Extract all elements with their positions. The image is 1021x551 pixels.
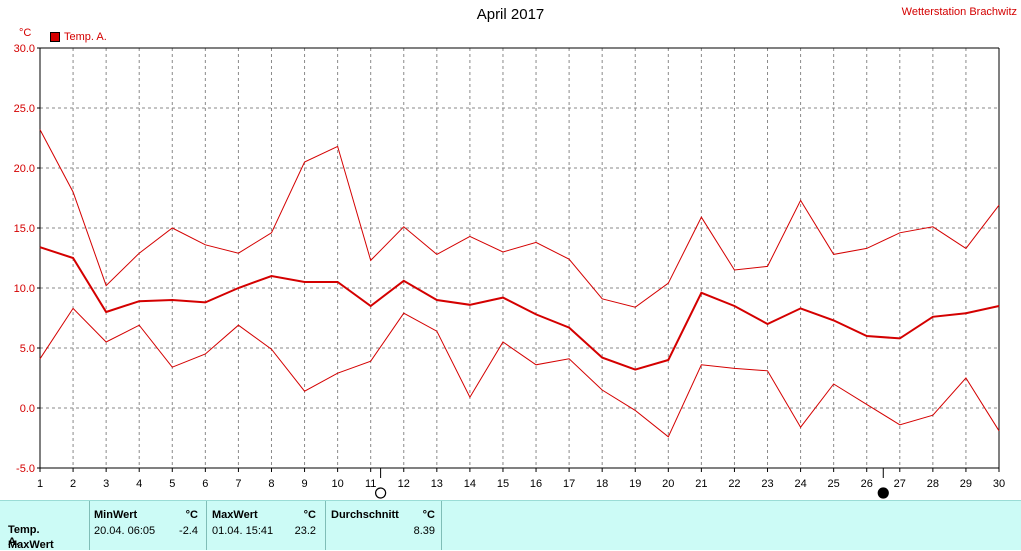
max-date: 01.04. 15:41 — [212, 525, 273, 537]
avg-header: Durchschnitt — [331, 509, 399, 521]
x-tick-label: 27 — [894, 478, 906, 490]
x-tick-label: 15 — [497, 478, 509, 490]
y-tick-label: 5.0 — [20, 343, 35, 355]
stats-separator — [89, 501, 90, 550]
stats-row-label-2: MaxWert — [8, 539, 54, 551]
min-unit: °C — [186, 509, 198, 521]
max-unit: °C — [304, 509, 316, 521]
x-tick-label: 9 — [301, 478, 307, 490]
x-tick-label: 2 — [70, 478, 76, 490]
min-header: MinWert — [94, 509, 137, 521]
stats-separator — [206, 501, 207, 550]
x-tick-label: 21 — [695, 478, 707, 490]
x-tick-label: 17 — [563, 478, 575, 490]
avg-unit: °C — [423, 509, 435, 521]
y-tick-label: 15.0 — [14, 223, 35, 235]
x-tick-label: 19 — [629, 478, 641, 490]
y-tick-label: -5.0 — [16, 463, 35, 475]
x-tick-label: 14 — [464, 478, 476, 490]
x-tick-label: 24 — [794, 478, 806, 490]
x-tick-label: 28 — [927, 478, 939, 490]
y-tick-label: 10.0 — [14, 283, 35, 295]
x-tick-label: 12 — [398, 478, 410, 490]
x-tick-label: 18 — [596, 478, 608, 490]
x-tick-label: 6 — [202, 478, 208, 490]
x-tick-label: 1 — [37, 478, 43, 490]
max-header: MaxWert — [212, 509, 258, 521]
x-tick-label: 30 — [993, 478, 1005, 490]
stats-avg-cell: Durchschnitt °C 8.39 — [331, 501, 437, 550]
y-tick-label: 30.0 — [14, 43, 35, 55]
min-date: 20.04. 06:05 — [94, 525, 155, 537]
x-tick-label: 10 — [331, 478, 343, 490]
x-tick-label: 16 — [530, 478, 542, 490]
x-tick-label: 26 — [861, 478, 873, 490]
x-tick-label: 20 — [662, 478, 674, 490]
new-moon-icon — [878, 488, 888, 498]
min-value: -2.4 — [179, 525, 198, 537]
max-value: 23.2 — [295, 525, 316, 537]
y-tick-label: 20.0 — [14, 163, 35, 175]
x-tick-label: 23 — [761, 478, 773, 490]
x-tick-label: 7 — [235, 478, 241, 490]
y-tick-label: 25.0 — [14, 103, 35, 115]
x-tick-label: 25 — [828, 478, 840, 490]
x-tick-label: 8 — [268, 478, 274, 490]
plot-background — [40, 48, 999, 468]
stats-min-cell: MinWert °C 20.04. 06:05 -2.4 — [94, 501, 202, 550]
x-tick-label: 29 — [960, 478, 972, 490]
stats-separator — [325, 501, 326, 550]
avg-value: 8.39 — [414, 525, 435, 537]
stats-separator — [441, 501, 442, 550]
stats-max-cell: MaxWert °C 01.04. 15:41 23.2 — [212, 501, 320, 550]
y-tick-label: 0.0 — [20, 403, 35, 415]
full-moon-icon — [376, 488, 386, 498]
x-tick-label: 22 — [728, 478, 740, 490]
stats-panel: Temp. A. MaxWert MinWert °C 20.04. 06:05… — [0, 500, 1021, 550]
x-tick-label: 3 — [103, 478, 109, 490]
x-tick-label: 11 — [365, 478, 376, 490]
x-tick-label: 13 — [431, 478, 443, 490]
x-tick-label: 5 — [169, 478, 175, 490]
x-tick-label: 4 — [136, 478, 142, 490]
